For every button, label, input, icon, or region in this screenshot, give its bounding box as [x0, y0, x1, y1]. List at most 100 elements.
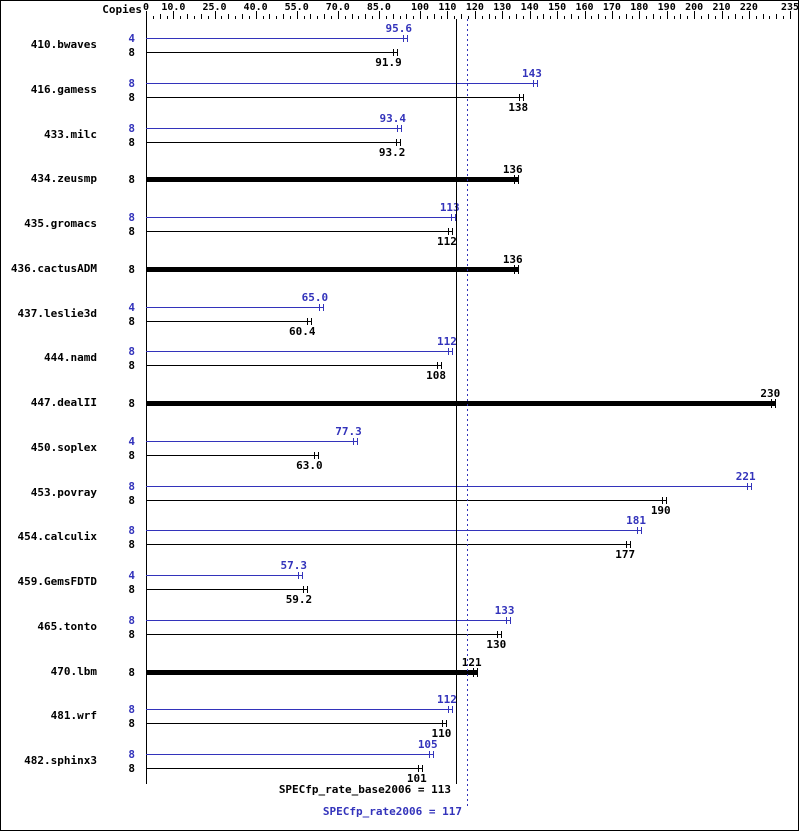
bar-end-tick: [775, 399, 777, 408]
axis-minor-tick: [440, 16, 442, 19]
axis-minor-tick: [399, 16, 401, 19]
axis-tick-label: 200: [685, 2, 704, 13]
bar-end-tick: [626, 541, 628, 549]
copies-label: 8: [128, 121, 135, 135]
axis-tick-label: 110: [438, 2, 457, 13]
reference-line-base-mean: [455, 19, 457, 784]
bar-value-label: 65.0: [301, 290, 329, 304]
bar-value-label: 93.4: [379, 111, 407, 125]
benchmark-name: 450.soplex: [30, 440, 97, 454]
axis-minor-tick: [653, 14, 654, 19]
bar-value-label: 112: [437, 335, 457, 349]
axis-minor-tick: [289, 16, 291, 19]
bar-value-label: 177: [615, 548, 636, 562]
axis-tick-label: 180: [630, 2, 649, 13]
benchmark-bar: [146, 351, 453, 353]
copies-label: 8: [128, 538, 135, 552]
axis-tick-label: 40.0: [243, 2, 268, 13]
axis-minor-tick: [735, 14, 737, 19]
copies-label: 8: [128, 665, 135, 679]
bar-end-tick: [407, 35, 408, 42]
copies-label: 8: [128, 359, 135, 373]
bar-end-tick: [447, 228, 449, 235]
axis-minor-tick: [310, 14, 312, 19]
bar-value-label: 133: [494, 603, 515, 617]
axis-major-tick: [146, 11, 147, 19]
benchmark-name: 433.milc: [44, 127, 97, 141]
bar-end-tick: [519, 93, 521, 101]
copies-label: 8: [128, 46, 135, 59]
bar-end-tick: [313, 451, 315, 459]
axis-minor-tick: [426, 16, 428, 19]
copies-label: 8: [128, 583, 135, 596]
axis-tick-label: 10.0: [161, 2, 186, 13]
bar-end-tick: [396, 138, 398, 146]
benchmark-bar: [146, 96, 525, 98]
copies-label: 8: [128, 493, 135, 507]
axis-major-tick: [337, 11, 339, 19]
axis-minor-tick: [269, 14, 271, 19]
copies-label: 8: [128, 762, 135, 775]
benchmark-bar: [146, 709, 453, 711]
copies-label: 8: [128, 76, 135, 90]
copies-label: 8: [128, 448, 135, 462]
axis-minor-tick: [605, 16, 606, 19]
axis-major-tick: [378, 11, 380, 19]
copies-label: 8: [128, 173, 135, 187]
bar-end-tick: [746, 482, 748, 490]
axis-minor-tick: [331, 16, 332, 19]
axis-minor-tick: [714, 16, 716, 19]
benchmark-bar: [146, 82, 538, 84]
axis-major-tick: [666, 11, 668, 19]
bar-value-label: 63.0: [296, 458, 323, 472]
bar-value-label: 101: [406, 772, 427, 785]
bar-end-tick: [771, 399, 773, 408]
axis-tick-label: 120: [465, 2, 484, 13]
copies-label: 8: [128, 135, 135, 149]
bar-end-tick: [665, 496, 667, 504]
axis-major-tick: [584, 11, 586, 19]
benchmark-bar: [146, 231, 453, 232]
bar-end-tick: [451, 706, 453, 714]
bar-end-tick: [447, 348, 449, 356]
benchmark-bar: [146, 217, 456, 218]
benchmark-bar: [146, 127, 402, 129]
axis-minor-tick: [728, 16, 730, 19]
axis-tick-label: 220: [739, 2, 758, 13]
bar-end-tick: [513, 175, 515, 185]
axis-tick-label: 130: [493, 2, 512, 13]
axis-minor-tick: [276, 16, 278, 19]
bar-value-label: 221: [735, 469, 756, 483]
copies-label: 8: [128, 90, 135, 104]
benchmark-bar: [146, 575, 303, 576]
copies-label: 8: [128, 262, 135, 276]
axis-minor-tick: [550, 16, 552, 19]
axis-tick-label: 150: [548, 2, 567, 13]
axis-tick-label: 100: [410, 2, 430, 13]
axis-minor-tick: [673, 16, 675, 19]
copies-label: 8: [128, 211, 135, 224]
axis-minor-tick: [646, 16, 648, 19]
bar-end-tick: [401, 124, 402, 132]
axis-minor-tick: [769, 16, 771, 19]
benchmark-name: 454.calculix: [17, 530, 97, 544]
bar-end-tick: [451, 228, 453, 235]
bar-end-tick: [446, 720, 448, 728]
benchmark-name: 444.namd: [44, 351, 97, 365]
axis-major-tick: [639, 11, 641, 19]
copies-label: 4: [128, 569, 135, 582]
copies-label: 8: [128, 397, 135, 410]
axis-minor-tick: [468, 16, 469, 19]
axis-tick-label: 25.0: [202, 2, 227, 13]
axis-minor-tick: [618, 16, 620, 19]
axis-major-tick: [447, 11, 449, 19]
bar-value-label: 77.3: [335, 424, 362, 438]
axis-major-tick: [611, 11, 613, 19]
bar-end-tick: [497, 630, 499, 638]
axis-minor-tick: [700, 16, 702, 19]
axis-minor-tick: [563, 16, 565, 19]
bar-end-tick: [454, 214, 456, 221]
benchmark-bar: [146, 530, 642, 532]
axis-minor-tick: [762, 14, 764, 19]
axis-minor-tick: [344, 16, 346, 19]
